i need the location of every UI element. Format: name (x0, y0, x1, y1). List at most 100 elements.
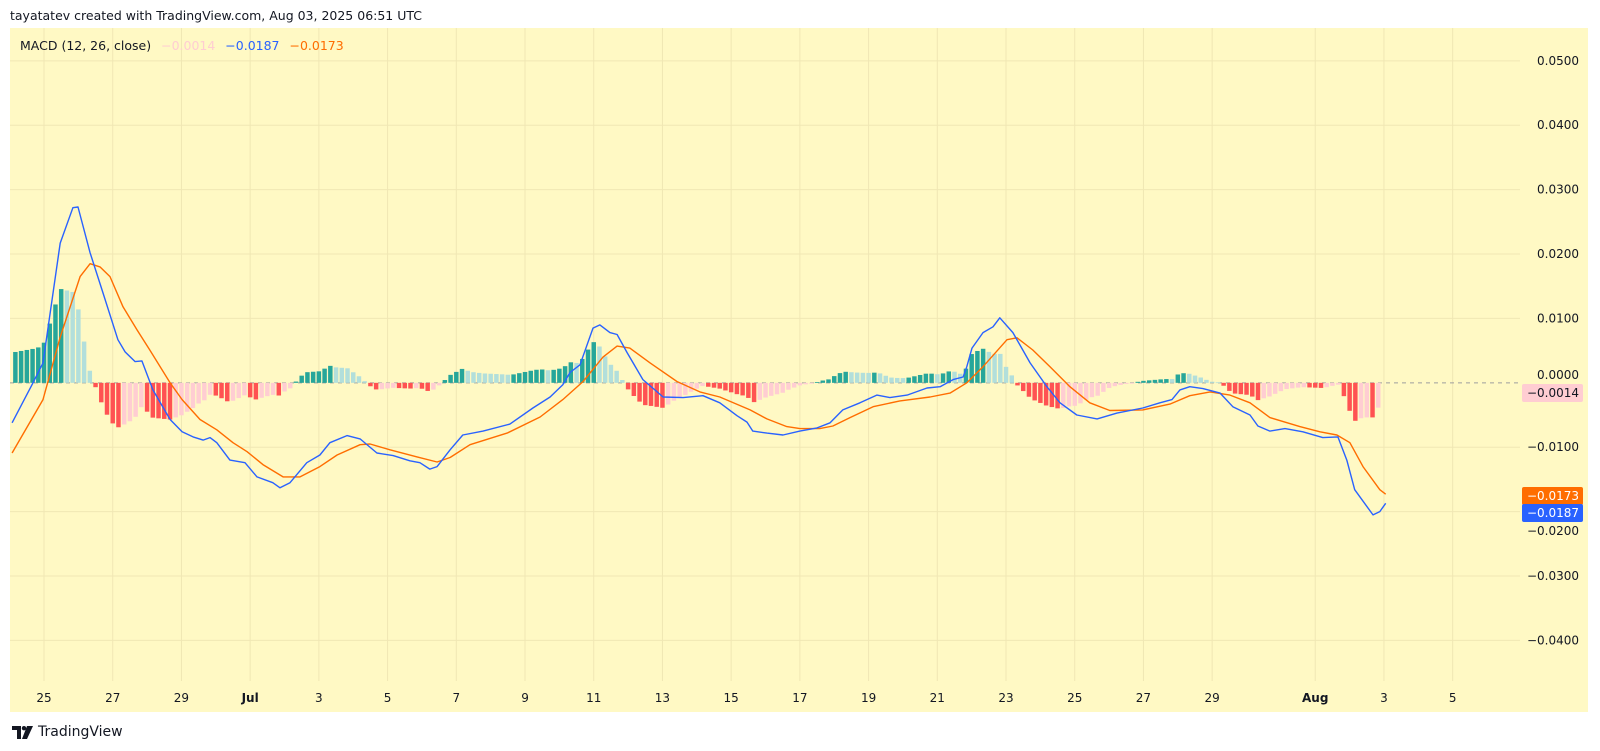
histogram-bar (465, 370, 470, 383)
histogram-bar (797, 382, 803, 386)
histogram-bar (1341, 382, 1347, 397)
histogram-bar (505, 374, 511, 383)
histogram-bar (700, 382, 705, 387)
histogram-bar (826, 379, 831, 383)
chart-panel[interactable] (10, 28, 1588, 712)
histogram-bar (230, 382, 236, 401)
price-axis[interactable]: 0.0500 0.0400 0.0300 0.0200 0.0100 0.0000 −0.0… (1527, 54, 1579, 648)
histogram-bar (87, 370, 93, 383)
histogram-bar (139, 382, 144, 408)
histogram-bar (1353, 382, 1358, 421)
histogram-bar (1078, 382, 1083, 404)
histogram-bar (499, 374, 505, 383)
histogram-bar (814, 382, 820, 383)
price-tag-label: −0.0014 (1527, 386, 1579, 400)
time-tick-label: 29 (174, 691, 189, 705)
histogram-bar (883, 375, 889, 383)
histogram-bar (877, 373, 883, 383)
histogram-bar (717, 382, 722, 389)
histogram-bar (728, 382, 734, 393)
histogram-bar (41, 342, 47, 383)
histogram-bar (454, 371, 459, 383)
histogram-bar (900, 378, 906, 383)
histogram-bar (1244, 382, 1249, 395)
histogram-bar (93, 382, 98, 388)
histogram-bar (917, 374, 923, 383)
legend-signal-value: −0.0173 (289, 38, 344, 53)
time-axis[interactable]: 25 27 29 Jul 3 5 7 9 11 13 15 17 19 21 23 25 27 29 Aug 3 5 7 (36, 691, 1525, 705)
histogram-bar (322, 368, 327, 383)
histogram-bar (1192, 375, 1198, 383)
histogram-bar (253, 382, 259, 400)
histogram-bar (517, 373, 522, 383)
histogram-bar (1335, 382, 1341, 385)
histogram-bar (671, 382, 677, 401)
histogram-bar (408, 382, 413, 389)
histogram-bar (270, 382, 276, 395)
histogram-bar (1032, 382, 1037, 401)
histogram-bar (459, 368, 465, 383)
histogram-bar (1118, 382, 1123, 385)
histogram-bar (70, 291, 75, 383)
histogram-bar (946, 371, 952, 383)
histogram-bar (436, 382, 442, 386)
histogram-bar (677, 382, 682, 398)
histogram-bar (385, 382, 390, 389)
histogram-bar (1038, 382, 1043, 403)
histogram-bar (1301, 382, 1307, 388)
time-tick-label: Aug (1302, 691, 1328, 705)
histogram-bar (1307, 382, 1312, 388)
histogram-bar (265, 382, 270, 397)
histogram-bar (706, 382, 711, 387)
histogram-bar (1026, 382, 1032, 397)
indicator-legend[interactable]: MACD (12, 26, close) −0.0014 −0.0187 −0.… (20, 38, 350, 53)
histogram-bar (333, 367, 339, 383)
histogram-bar (144, 382, 150, 412)
histogram-bar (998, 353, 1003, 383)
histogram-bar (64, 290, 70, 383)
histogram-bar (396, 382, 402, 389)
histogram-bar (1370, 382, 1375, 418)
histogram-bar (580, 358, 585, 383)
time-tick-label: 29 (1205, 691, 1220, 705)
histogram-bar (585, 349, 591, 383)
histogram-bar (494, 374, 499, 383)
price-tick-label: −0.0100 (1527, 440, 1579, 454)
histogram-bar (545, 370, 551, 383)
price-tag-macd (1522, 504, 1583, 522)
time-tick-label: 23 (998, 691, 1013, 705)
price-tick-label: 0.0000 (1537, 368, 1579, 382)
histogram-bar (866, 372, 871, 383)
histogram-bar (683, 382, 688, 395)
histogram-bar (1232, 382, 1238, 394)
histogram-bar (293, 381, 299, 383)
histogram-bar (1101, 382, 1106, 392)
histogram-bar (1267, 382, 1272, 397)
histogram-bar (305, 372, 310, 383)
histogram-bar (1313, 382, 1318, 388)
histogram-bar (110, 382, 115, 424)
tradingview-watermark[interactable]: TradingView (12, 724, 123, 740)
time-tick-label: 5 (1449, 691, 1457, 705)
histogram-bar (625, 382, 631, 390)
histogram-bar (190, 382, 196, 409)
histogram-bar (534, 369, 539, 383)
histogram-bar (81, 341, 87, 383)
histogram-bar (1187, 373, 1192, 383)
histogram-bar (196, 382, 201, 404)
price-tag-signal (1522, 487, 1583, 505)
histogram-bar (746, 382, 751, 398)
histogram-bar (889, 377, 894, 383)
histogram-bar (963, 368, 969, 383)
histogram-bar (711, 382, 717, 388)
histogram-bar (791, 382, 797, 388)
histogram-bar (665, 382, 671, 405)
time-tick-label: 13 (655, 691, 670, 705)
histogram-bar (1055, 382, 1060, 409)
histogram-bar (1255, 382, 1261, 401)
gridlines (10, 28, 1520, 681)
histogram-bar (1278, 382, 1284, 392)
histogram-bar (769, 382, 774, 396)
price-tick-label: 0.0500 (1537, 54, 1579, 68)
